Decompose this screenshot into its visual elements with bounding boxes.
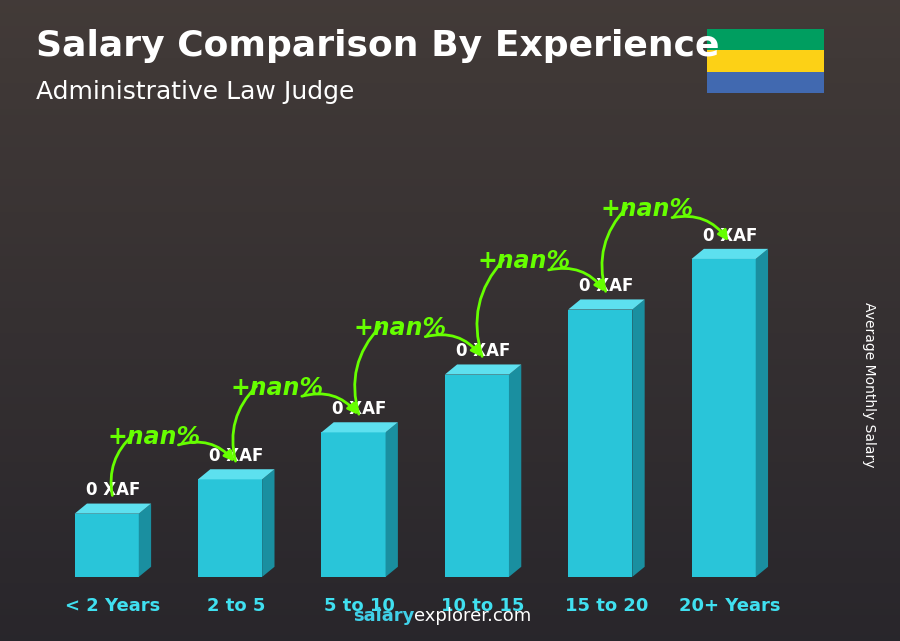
Polygon shape: [198, 469, 274, 479]
Text: 0 XAF: 0 XAF: [580, 277, 634, 295]
Polygon shape: [75, 504, 151, 513]
Polygon shape: [508, 365, 521, 577]
Text: < 2 Years: < 2 Years: [65, 597, 160, 615]
Polygon shape: [75, 513, 139, 577]
Text: +nan%: +nan%: [600, 197, 694, 221]
Polygon shape: [262, 469, 274, 577]
Polygon shape: [568, 299, 644, 310]
Polygon shape: [321, 422, 398, 433]
Text: 0 XAF: 0 XAF: [703, 226, 757, 244]
Text: 0 XAF: 0 XAF: [86, 481, 140, 499]
Text: Salary Comparison By Experience: Salary Comparison By Experience: [36, 29, 719, 63]
Polygon shape: [706, 50, 824, 72]
Text: 0 XAF: 0 XAF: [332, 400, 387, 418]
Text: salary: salary: [353, 607, 414, 625]
Text: 2 to 5: 2 to 5: [207, 597, 266, 615]
Polygon shape: [706, 72, 824, 93]
Polygon shape: [385, 422, 398, 577]
Polygon shape: [756, 249, 768, 577]
Polygon shape: [633, 299, 644, 577]
Polygon shape: [445, 374, 508, 577]
Text: +nan%: +nan%: [107, 425, 200, 449]
Polygon shape: [706, 29, 824, 50]
Text: 0 XAF: 0 XAF: [455, 342, 510, 360]
Text: Average Monthly Salary: Average Monthly Salary: [861, 302, 876, 467]
Text: +nan%: +nan%: [230, 376, 323, 400]
Polygon shape: [445, 365, 521, 374]
Text: +nan%: +nan%: [354, 316, 447, 340]
Text: 5 to 10: 5 to 10: [324, 597, 395, 615]
Polygon shape: [198, 479, 262, 577]
Text: 0 XAF: 0 XAF: [209, 447, 264, 465]
Text: 10 to 15: 10 to 15: [441, 597, 525, 615]
Polygon shape: [139, 504, 151, 577]
Polygon shape: [568, 310, 633, 577]
Text: +nan%: +nan%: [477, 249, 571, 274]
Polygon shape: [321, 433, 385, 577]
Polygon shape: [691, 249, 768, 259]
Text: 15 to 20: 15 to 20: [564, 597, 648, 615]
Text: Administrative Law Judge: Administrative Law Judge: [36, 80, 355, 104]
Text: explorer.com: explorer.com: [414, 607, 531, 625]
Text: 20+ Years: 20+ Years: [679, 597, 780, 615]
Polygon shape: [691, 259, 756, 577]
